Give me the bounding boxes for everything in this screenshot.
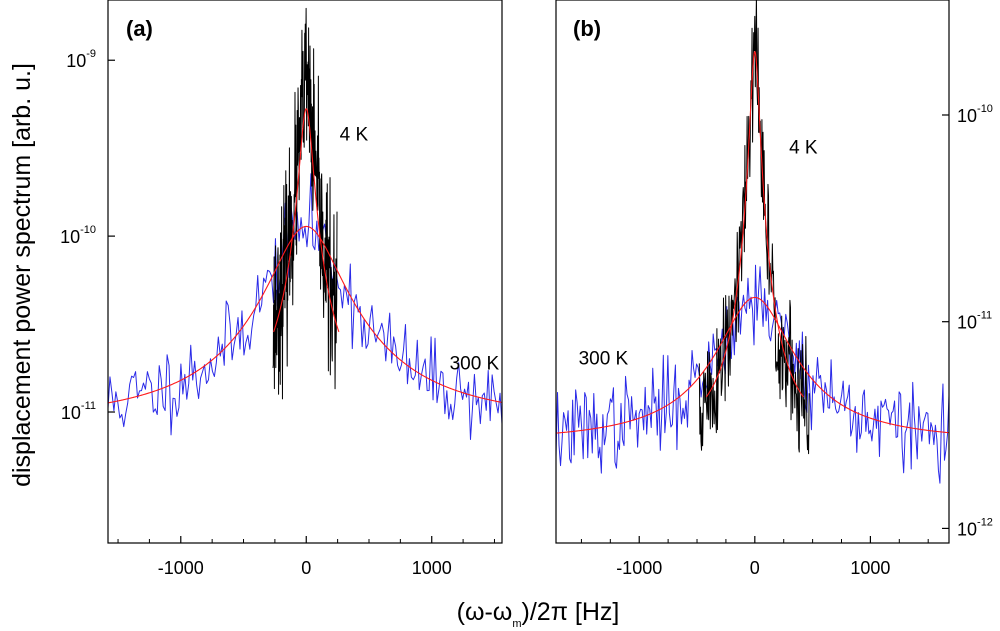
- panel-b-label: (b): [573, 16, 601, 41]
- panel-a-x-tick-label: 1000: [412, 558, 452, 578]
- panel-b-300-k-data-line: [556, 264, 949, 484]
- panel-b-4-k-data-line: [698, 0, 810, 455]
- panel-b-y-tick-label: 10-12: [957, 516, 993, 539]
- panel-a-x-tick-label: 0: [301, 558, 311, 578]
- panel-a-300-k-data-line: [108, 173, 502, 441]
- panel-a-300-k-fit-line: [108, 225, 502, 404]
- panel-b-y-tick-label: 10-10: [957, 103, 993, 126]
- panel-b-4-k-fit-line: [705, 51, 804, 398]
- x-axis-title: (ω-ωm)/2π [Hz]: [457, 598, 620, 630]
- panel-a-y-tick-label: 10-11: [61, 400, 96, 423]
- panel-b-x-tick-label: 1000: [850, 558, 890, 578]
- panel-b-y-tick-label: 10-11: [957, 310, 992, 333]
- panel-b-300-k-fit-line: [556, 296, 949, 434]
- panel-b-annotation-4k: 4 K: [789, 138, 818, 159]
- panel-a-chart: -1000 0 1000 10-11 10-10 10-9 (a) 4 K 300 K: [60, 0, 503, 578]
- panel-a-frame: [107, 0, 503, 544]
- panel-a-label: (a): [126, 16, 153, 41]
- y-axis-title: displacement power spectrum [arb. u.]: [8, 63, 36, 487]
- panel-a-y-tick-label: 10-9: [66, 48, 96, 71]
- panel-a-4-k-fit-line: [273, 108, 340, 333]
- panel-a-x-tick-label: -1000: [158, 558, 204, 578]
- panel-a-4-k-data-line: [272, 7, 338, 400]
- panel-b-frame: [555, 0, 950, 544]
- panel-a-annotation-4k: 4 K: [340, 124, 369, 145]
- panel-b-chart: -1000 0 1000 10-12 10-11 10-10 (b) 4 K 300 K: [555, 0, 993, 578]
- panel-a-annotation-300k: 300 K: [450, 353, 500, 374]
- panel-b-x-tick-label: -1000: [616, 558, 662, 578]
- panel-b-annotation-300k: 300 K: [579, 349, 629, 370]
- panel-b-x-tick-label: 0: [750, 558, 760, 578]
- panel-a-y-tick-label: 10-10: [60, 224, 96, 247]
